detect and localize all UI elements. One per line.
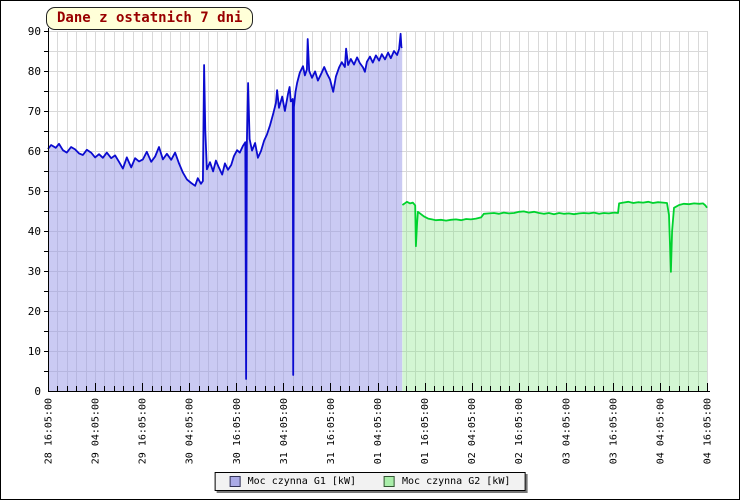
legend-swatch-g1-icon: [229, 476, 241, 487]
x-tick-label: 31 04:05:00: [279, 398, 290, 464]
y-tick-label: 70: [28, 105, 41, 118]
y-axis-labels: 0 10 20 30 40 50 60 70 80 90: [28, 25, 48, 398]
legend-swatch-g2-icon: [384, 476, 395, 487]
y-tick-label: 50: [28, 185, 41, 198]
x-tick-label: 01 04:05:00: [373, 398, 384, 464]
series-fill-g1: [48, 33, 403, 392]
legend-label-g1: Moc czynna G1 [kW]: [247, 476, 356, 487]
series-fill-g2: [402, 201, 707, 391]
x-tick-label: 03 16:05:00: [608, 398, 619, 464]
x-axis-labels: 28 16:05:00 29 04:05:00 29 16:05:00 30 04:0…: [44, 383, 714, 464]
x-tick-label: 29 04:05:00: [91, 398, 102, 464]
x-tick-label: 02 16:05:00: [514, 398, 525, 464]
legend-item-g1: Moc czynna G1 [kW]: [229, 476, 356, 487]
x-tick-label: 04 16:05:00: [703, 398, 714, 464]
x-tick-label: 02 04:05:00: [467, 398, 478, 464]
y-tick-label: 10: [28, 345, 41, 358]
x-tick-label: 04 04:05:00: [655, 398, 666, 464]
y-tick-label: 40: [28, 225, 41, 238]
y-tick-label: 20: [28, 305, 41, 318]
legend: Moc czynna G1 [kW] Moc czynna G2 [kW]: [214, 472, 526, 491]
series-line-g2: [401, 200, 708, 273]
x-tick-label: 31 16:05:00: [326, 398, 337, 464]
y-tick-label: 80: [28, 65, 41, 78]
x-tick-label: 29 16:05:00: [138, 398, 149, 464]
chart-title-box: Dane z ostatnich 7 dni: [46, 7, 254, 30]
axes: [48, 28, 710, 392]
x-tick-label: 03 04:05:00: [561, 398, 572, 464]
x-tick-label: 28 16:05:00: [44, 398, 55, 464]
x-tick-label: 30 04:05:00: [185, 398, 196, 464]
x-tick-label: 30 16:05:00: [232, 398, 243, 464]
legend-item-g2: Moc czynna G2 [kW]: [384, 476, 510, 487]
chart-title: Dane z ostatnich 7 dni: [57, 10, 243, 26]
y-tick-label: 0: [34, 385, 41, 398]
y-tick-label: 90: [28, 25, 41, 38]
legend-label-g2: Moc czynna G2 [kW]: [402, 476, 511, 487]
y-tick-label: 30: [28, 265, 41, 278]
x-tick-label: 01 16:05:00: [420, 398, 431, 464]
series-line-g1: [47, 32, 403, 380]
y-tick-label: 60: [28, 145, 41, 158]
